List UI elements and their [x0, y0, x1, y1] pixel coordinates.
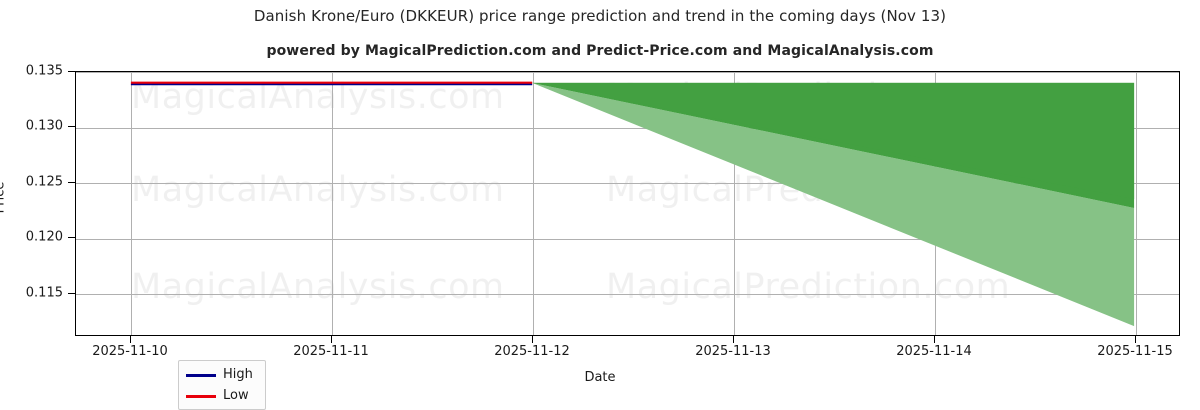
- gridline-h-115: [76, 294, 1179, 295]
- y-tick-label-3: 0.130: [25, 118, 63, 134]
- y-tick-mark-3: [68, 126, 75, 127]
- legend-swatch-low: [186, 395, 216, 398]
- y-tick-mark-0: [68, 293, 75, 294]
- y-tick-label-1: 0.120: [25, 229, 63, 245]
- gridline-h-135: [76, 72, 1179, 73]
- y-tick-label-2: 0.125: [25, 174, 63, 190]
- gridline-h-130: [76, 128, 1179, 129]
- x-axis-tick-labels: 2025-11-10 2025-11-11 2025-11-12 2025-11…: [0, 344, 1200, 364]
- x-tick-label-5: 2025-11-15: [1097, 344, 1173, 359]
- y-axis-tick-labels: 0.115 0.120 0.125 0.130 0.135: [0, 0, 63, 400]
- gridline-v-2025-11-11: [332, 72, 333, 335]
- legend-swatch-high: [186, 374, 216, 377]
- legend-item-high[interactable]: High: [179, 366, 265, 384]
- x-tick-mark-1: [331, 336, 332, 343]
- chart-subtitle: powered by MagicalPrediction.com and Pre…: [266, 43, 934, 59]
- chart-legend: High Low: [178, 360, 266, 410]
- legend-label-high: High: [223, 367, 253, 382]
- gridline-h-125: [76, 183, 1179, 184]
- legend-item-low[interactable]: Low: [179, 387, 265, 405]
- y-tick-mark-1: [68, 237, 75, 238]
- x-tick-label-4: 2025-11-14: [896, 344, 972, 359]
- x-tick-mark-4: [934, 336, 935, 343]
- y-tick-mark-4: [68, 71, 75, 72]
- y-axis-title: Price: [0, 181, 8, 214]
- x-tick-label-1: 2025-11-11: [293, 344, 369, 359]
- x-tick-mark-0: [130, 336, 131, 343]
- x-tick-label-0: 2025-11-10: [92, 344, 168, 359]
- x-tick-mark-2: [532, 336, 533, 343]
- y-tick-label-4: 0.135: [25, 63, 63, 79]
- chart-title: Danish Krone/Euro (DKKEUR) price range p…: [253, 7, 947, 25]
- legend-label-low: Low: [223, 388, 249, 403]
- y-tick-mark-2: [68, 182, 75, 183]
- gridline-v-2025-11-10: [131, 72, 132, 335]
- x-tick-label-3: 2025-11-13: [695, 344, 771, 359]
- x-tick-label-2: 2025-11-12: [494, 344, 570, 359]
- gridline-v-2025-11-13: [734, 72, 735, 335]
- x-axis-title: Date: [584, 370, 616, 385]
- y-tick-label-0: 0.115: [25, 285, 63, 301]
- gridline-v-2025-11-15: [1136, 72, 1137, 335]
- gridline-h-120: [76, 239, 1179, 240]
- chart-series-svg: [130, 81, 1135, 327]
- x-tick-mark-3: [733, 336, 734, 343]
- plot-area: MagicalAnalysis.com MagicalPrediction.co…: [75, 71, 1180, 410]
- x-tick-mark-5: [1135, 336, 1136, 343]
- gridline-v-2025-11-12: [533, 72, 534, 335]
